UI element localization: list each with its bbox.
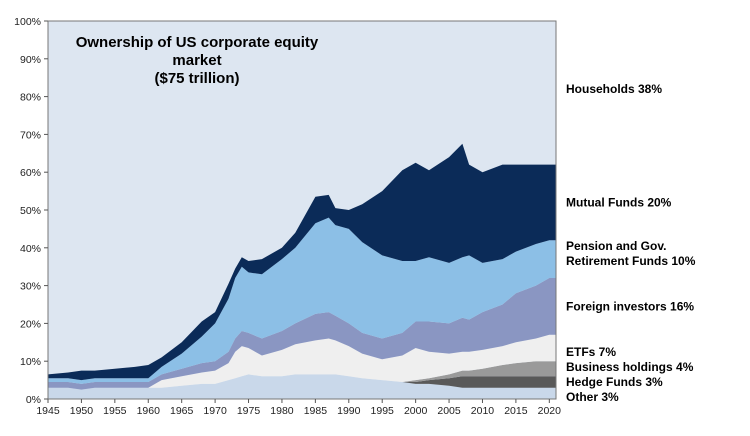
series-label-pension-and-gov-retirement-funds-10: Retirement Funds 10% [566,254,696,268]
y-tick-label: 60% [20,167,41,179]
y-tick-label: 90% [20,54,41,66]
x-tick-label: 2010 [471,405,495,417]
series-label-hedge-funds-3: Hedge Funds 3% [566,375,663,389]
chart-title-line-3: ($75 trillion) [154,70,239,87]
y-axis: 0% 10% 20% 30% 40% 50% 60% 70% 80% 90% 100% [14,16,48,406]
x-tick-label: 1975 [237,405,261,417]
x-tick-label: 2015 [504,405,528,417]
x-tick-label: 2000 [404,405,428,417]
series-label-foreign-investors-16: Foreign investors 16% [566,299,694,313]
y-tick-label: 100% [14,16,41,28]
x-axis: 1945 1950 1955 1960 1965 1970 1975 1980 1985 1990… [36,399,561,417]
area-business-holdings-4 [48,361,556,390]
area-hedge-funds-3 [48,374,556,390]
y-tick-label: 70% [20,129,41,141]
x-tick-label: 1970 [203,405,227,417]
area-etfs-7 [48,334,556,390]
series-label-mutual-funds-20: Mutual Funds 20% [566,195,672,209]
series-label-pension-and-gov-retirement-funds-10: Pension and Gov. [566,239,666,253]
x-tick-label: 1960 [137,405,161,417]
y-tick-label: 10% [20,356,41,368]
x-tick-label: 1995 [371,405,395,417]
series-labels: Households 38% Mutual Funds 20% Pension an… [566,82,696,404]
series-label-etfs-7: ETFs 7% [566,345,616,359]
x-tick-label: 1965 [170,405,194,417]
series-label-other-3: Other 3% [566,390,619,404]
x-tick-label: 1985 [304,405,328,417]
x-tick-label: 2020 [538,405,562,417]
area-other-3 [48,374,556,399]
y-tick-label: 0% [26,394,41,406]
chart-title-line-1: Ownership of US corporate equity [76,34,319,51]
area-pension-and-gov-retirement-funds-10 [48,217,556,384]
x-tick-label: 1955 [103,405,127,417]
series-layer [48,143,556,399]
series-label-business-holdings-4: Business holdings 4% [566,360,694,374]
y-tick-label: 30% [20,281,41,293]
series-label-households-38: Households 38% [566,82,662,96]
x-tick-label: 1950 [70,405,94,417]
y-tick-label: 20% [20,318,41,330]
area-mutual-funds-20 [48,143,556,381]
y-tick-label: 50% [20,205,41,217]
y-tick-label: 40% [20,243,41,255]
chart-title-line-2: market [172,52,221,69]
area-foreign-investors-16 [48,278,556,390]
x-tick-label: 1980 [270,405,294,417]
y-tick-label: 80% [20,92,41,104]
x-tick-label: 1945 [36,405,60,417]
x-tick-label: 2005 [437,405,461,417]
x-tick-label: 1990 [337,405,361,417]
